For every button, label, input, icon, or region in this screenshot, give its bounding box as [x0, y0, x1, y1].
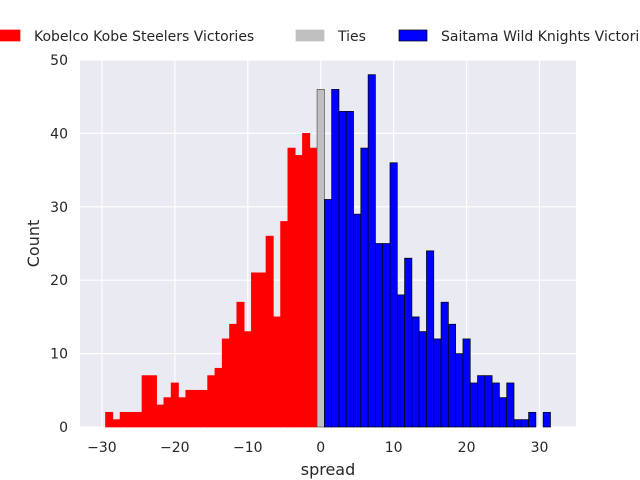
- bar-series-3: [338, 111, 347, 428]
- bar-series-3: [345, 111, 354, 428]
- y-tick-label: 0: [59, 420, 68, 436]
- bar-series-3: [360, 147, 369, 428]
- bar-series-3: [382, 243, 391, 428]
- legend-label-1: Kobelco Kobe Steelers Victories: [34, 29, 254, 45]
- y-tick-label: 40: [50, 126, 68, 142]
- bar-series-3: [455, 353, 464, 428]
- bar-series-3: [418, 331, 427, 428]
- bar-series-3: [499, 397, 508, 428]
- bar-series-3: [411, 316, 420, 428]
- bar-series-3: [433, 338, 442, 428]
- bar-series-3: [440, 301, 449, 428]
- y-tick-label: 30: [50, 200, 68, 216]
- x-tick-label: 20: [458, 440, 476, 456]
- bar-series-1: [294, 155, 303, 428]
- bar-series-3: [469, 382, 478, 428]
- bar-series-1: [214, 367, 223, 428]
- bar-series-1: [127, 411, 136, 428]
- bar-series-1: [200, 389, 208, 428]
- bar-series-1: [272, 316, 281, 428]
- bar-series-3: [375, 243, 384, 428]
- bar-series-1: [105, 411, 114, 428]
- bar-series-1: [112, 419, 121, 428]
- x-tick-label: 0: [316, 440, 325, 456]
- bar-series-1: [119, 411, 128, 428]
- x-tick-label: 30: [531, 440, 549, 456]
- bar-series-1: [251, 272, 260, 428]
- bar-series-3: [389, 162, 398, 428]
- x-tick-label: 10: [385, 440, 403, 456]
- legend-label-3: Saitama Wild Knights Victories: [441, 29, 640, 45]
- bar-series-3: [513, 419, 522, 428]
- bar-series-3: [448, 323, 456, 428]
- y-tick-label: 50: [50, 53, 68, 69]
- bar-series-1: [229, 323, 238, 428]
- bar-series-1: [302, 133, 311, 428]
- bar-series-1: [309, 147, 318, 428]
- bar-series-3: [484, 375, 493, 428]
- bar-series-3: [542, 411, 551, 428]
- bar-series-3: [477, 375, 486, 428]
- bar-series-1: [141, 375, 150, 428]
- bar-series-1: [207, 375, 216, 428]
- bar-series-3: [520, 419, 529, 428]
- bar-series-3: [528, 411, 537, 428]
- bar-series-1: [178, 397, 187, 428]
- bar-series-3: [367, 74, 376, 428]
- bar-series-1: [134, 411, 143, 428]
- bar-series-1: [185, 389, 194, 428]
- bar-series-3: [491, 382, 500, 428]
- bar-series-3: [404, 257, 413, 428]
- y-axis-label: Count: [24, 220, 43, 268]
- x-tick-label: −30: [87, 440, 117, 456]
- bar-series-3: [506, 382, 515, 428]
- legend-label-2: Ties: [337, 29, 366, 45]
- bar-series-3: [324, 199, 332, 428]
- x-tick-label: −20: [160, 440, 190, 456]
- bar-series-3: [396, 294, 405, 428]
- bar-series-1: [258, 272, 267, 428]
- x-tick-labels: −30 −20 −10 0 10 20 30: [87, 440, 548, 456]
- bar-series-3: [426, 250, 435, 428]
- bar-series-1: [163, 397, 172, 428]
- x-axis-label: spread: [301, 460, 356, 479]
- bars-group: [105, 74, 551, 428]
- bar-series-1: [280, 221, 289, 428]
- bar-series-1: [236, 301, 245, 428]
- legend-swatch-3: [398, 29, 428, 42]
- y-tick-labels: 0 10 20 30 40 50: [50, 53, 68, 436]
- bar-series-3: [331, 89, 340, 428]
- legend-swatch-2: [295, 29, 325, 42]
- legend-swatch-1: [0, 29, 21, 42]
- y-tick-label: 20: [50, 273, 68, 289]
- bar-series-1: [192, 389, 201, 428]
- bar-series-1: [243, 331, 252, 428]
- x-tick-label: −10: [233, 440, 263, 456]
- bar-series-1: [170, 382, 179, 428]
- legend: Kobelco Kobe Steelers Victories Ties Saita…: [0, 29, 640, 45]
- bar-series-3: [462, 338, 471, 428]
- bar-series-1: [221, 338, 230, 428]
- bar-series-1: [287, 147, 296, 428]
- bar-series-1: [265, 235, 274, 428]
- bar-series-3: [353, 213, 362, 428]
- bar-series-1: [156, 404, 165, 428]
- bar-series-2: [316, 89, 325, 428]
- bar-series-1: [148, 375, 157, 428]
- y-tick-label: 10: [50, 347, 68, 363]
